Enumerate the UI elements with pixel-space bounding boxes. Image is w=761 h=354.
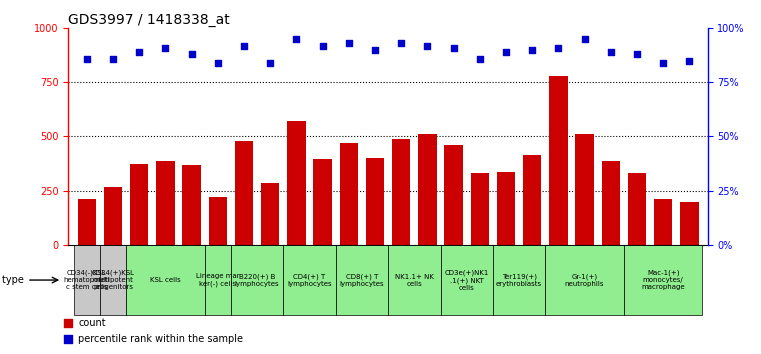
Bar xyxy=(549,76,568,245)
Point xyxy=(578,36,591,42)
Point xyxy=(605,49,617,55)
Text: CD8(+) T
lymphocytes: CD8(+) T lymphocytes xyxy=(339,273,384,287)
Bar xyxy=(231,245,283,315)
Bar xyxy=(628,173,646,245)
Text: CD4(+) T
lymphocytes: CD4(+) T lymphocytes xyxy=(287,273,332,287)
Bar xyxy=(287,121,306,245)
Text: percentile rank within the sample: percentile rank within the sample xyxy=(78,334,243,344)
Point xyxy=(212,60,224,66)
Point xyxy=(552,45,565,51)
Text: Lineage mar
ker(-) cells: Lineage mar ker(-) cells xyxy=(196,273,240,287)
Point xyxy=(62,320,75,326)
Text: KSL cells: KSL cells xyxy=(150,277,181,283)
Bar xyxy=(366,158,384,245)
Bar xyxy=(205,245,231,315)
Bar xyxy=(546,245,624,315)
Text: GDS3997 / 1418338_at: GDS3997 / 1418338_at xyxy=(68,13,231,27)
Bar xyxy=(283,245,336,315)
Bar xyxy=(183,165,201,245)
Point xyxy=(369,47,381,53)
Point xyxy=(395,41,407,46)
Text: B220(+) B
lymphocytes: B220(+) B lymphocytes xyxy=(235,273,279,287)
Point xyxy=(683,58,696,64)
Text: Mac-1(+)
monocytes/
macrophage: Mac-1(+) monocytes/ macrophage xyxy=(642,270,685,290)
Point xyxy=(526,47,538,53)
Bar xyxy=(654,199,673,245)
Bar xyxy=(235,141,253,245)
Bar xyxy=(444,145,463,245)
Point xyxy=(317,43,329,48)
Point xyxy=(159,45,171,51)
Bar xyxy=(78,199,96,245)
Bar xyxy=(74,245,100,315)
Point xyxy=(500,49,512,55)
Bar xyxy=(493,245,546,315)
Bar xyxy=(209,197,227,245)
Text: CD34(-)KSL
hematopoieti
c stem cells: CD34(-)KSL hematopoieti c stem cells xyxy=(64,270,110,290)
Bar xyxy=(575,134,594,245)
Point xyxy=(657,60,669,66)
Point xyxy=(133,49,145,55)
Bar xyxy=(388,245,441,315)
Point xyxy=(473,56,486,62)
Bar xyxy=(130,164,148,245)
Text: cell type: cell type xyxy=(0,275,24,285)
Bar xyxy=(156,161,174,245)
Bar xyxy=(126,245,205,315)
Point xyxy=(264,60,276,66)
Text: Ter119(+)
erythroblasts: Ter119(+) erythroblasts xyxy=(496,273,542,287)
Bar xyxy=(314,159,332,245)
Bar xyxy=(100,245,126,315)
Point xyxy=(107,56,119,62)
Point xyxy=(62,336,75,342)
Bar xyxy=(470,173,489,245)
Point xyxy=(422,43,434,48)
Bar xyxy=(441,245,493,315)
Bar xyxy=(624,245,702,315)
Point xyxy=(447,45,460,51)
Text: Gr-1(+)
neutrophils: Gr-1(+) neutrophils xyxy=(565,273,604,287)
Bar xyxy=(392,139,410,245)
Point xyxy=(291,36,303,42)
Bar xyxy=(680,202,699,245)
Bar xyxy=(523,155,541,245)
Bar xyxy=(339,143,358,245)
Bar xyxy=(261,183,279,245)
Bar xyxy=(419,134,437,245)
Point xyxy=(81,56,93,62)
Bar xyxy=(336,245,388,315)
Point xyxy=(238,43,250,48)
Bar xyxy=(602,161,620,245)
Bar xyxy=(103,187,123,245)
Text: CD34(+)KSL
multipotent
progenitors: CD34(+)KSL multipotent progenitors xyxy=(91,270,135,290)
Point xyxy=(186,51,198,57)
Point xyxy=(631,51,643,57)
Text: CD3e(+)NK1
.1(+) NKT
cells: CD3e(+)NK1 .1(+) NKT cells xyxy=(444,269,489,291)
Bar xyxy=(497,172,515,245)
Point xyxy=(342,41,355,46)
Text: count: count xyxy=(78,318,106,328)
Text: NK1.1+ NK
cells: NK1.1+ NK cells xyxy=(395,274,434,286)
